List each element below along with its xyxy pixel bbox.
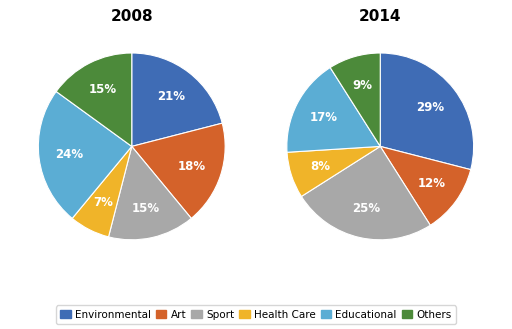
Legend: Environmental, Art, Sport, Health Care, Educational, Others: Environmental, Art, Sport, Health Care, … (56, 305, 456, 324)
Wedge shape (380, 146, 471, 225)
Wedge shape (132, 123, 225, 218)
Title: 2014: 2014 (359, 9, 401, 24)
Text: 25%: 25% (352, 202, 380, 215)
Text: 24%: 24% (55, 148, 83, 161)
Text: 15%: 15% (89, 83, 117, 96)
Text: 8%: 8% (310, 160, 330, 172)
Wedge shape (56, 53, 132, 146)
Text: 7%: 7% (93, 196, 113, 210)
Text: 17%: 17% (310, 111, 337, 124)
Text: 12%: 12% (418, 177, 445, 190)
Wedge shape (132, 53, 222, 146)
Wedge shape (287, 67, 380, 152)
Wedge shape (380, 53, 474, 170)
Wedge shape (109, 146, 191, 240)
Wedge shape (330, 53, 380, 146)
Text: 9%: 9% (353, 79, 373, 92)
Wedge shape (287, 146, 380, 196)
Wedge shape (302, 146, 430, 240)
Wedge shape (72, 146, 132, 237)
Text: 18%: 18% (178, 160, 206, 172)
Wedge shape (38, 91, 132, 218)
Text: 15%: 15% (132, 202, 160, 215)
Title: 2008: 2008 (111, 9, 153, 24)
Text: 29%: 29% (416, 101, 444, 114)
Text: 21%: 21% (157, 90, 185, 103)
